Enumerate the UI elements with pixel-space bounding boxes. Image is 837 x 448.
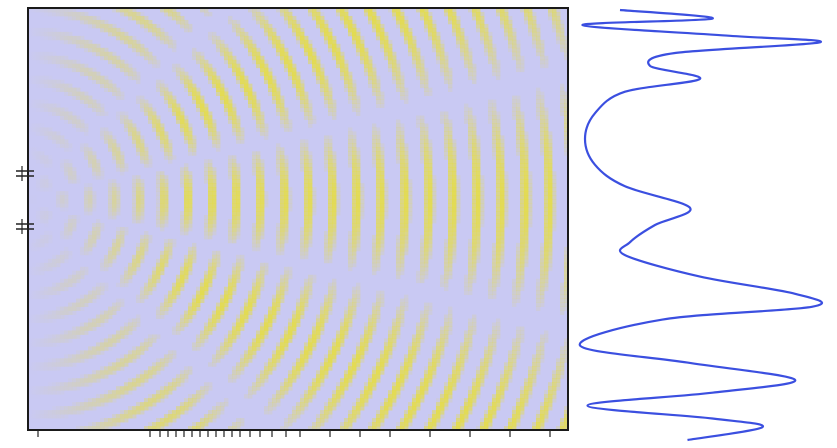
wave-field-panel (27, 7, 569, 437)
